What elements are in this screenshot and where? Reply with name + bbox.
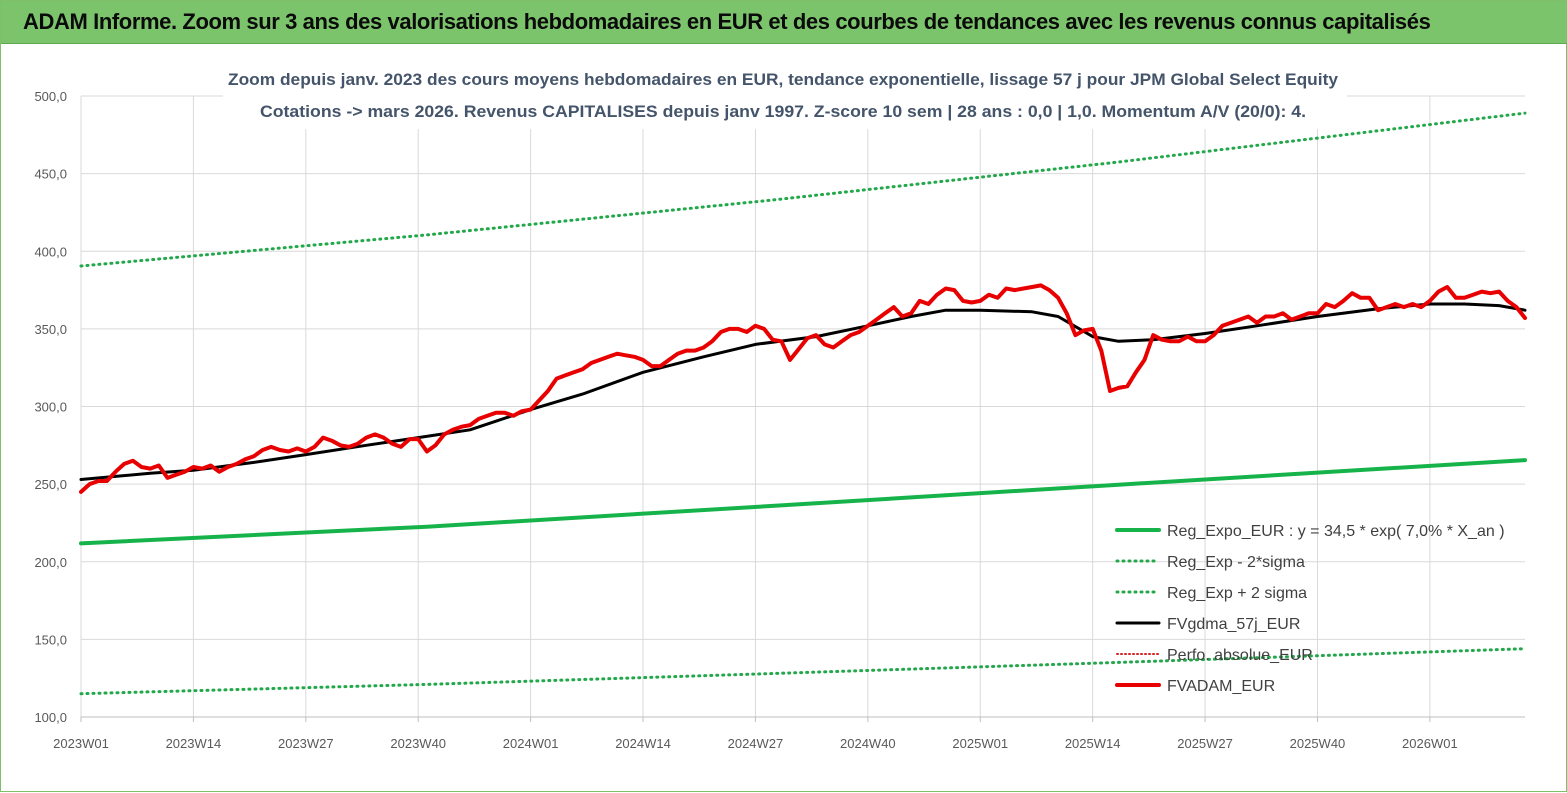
x-tick-label: 2025W27 xyxy=(1177,736,1233,751)
y-tick-label: 450,0 xyxy=(34,167,67,182)
chart-subtitle: Cotations -> mars 2026. Revenus CAPITALI… xyxy=(260,102,1306,121)
y-tick-label: 350,0 xyxy=(34,322,67,337)
y-tick-label: 250,0 xyxy=(34,477,67,492)
y-tick-label: 400,0 xyxy=(34,244,67,259)
x-tick-label: 2025W01 xyxy=(952,736,1008,751)
series-layer xyxy=(79,111,1527,696)
y-tick-label: 500,0 xyxy=(34,89,67,104)
x-tick-label: 2026W01 xyxy=(1402,736,1458,751)
x-tick-label: 2025W40 xyxy=(1290,736,1346,751)
report-banner: ADAM Informe. Zoom sur 3 ans des valoris… xyxy=(1,1,1567,44)
report-title: ADAM Informe. Zoom sur 3 ans des valoris… xyxy=(23,9,1431,34)
y-tick-label: 300,0 xyxy=(34,400,67,415)
x-tick-label: 2025W14 xyxy=(1065,736,1121,751)
y-tick-label: 100,0 xyxy=(34,710,67,725)
x-tick-label: 2024W27 xyxy=(728,736,784,751)
x-tick-label: 2024W14 xyxy=(615,736,671,751)
legend-label: Reg_Exp - 2*sigma xyxy=(1167,554,1305,571)
x-tick-label: 2023W01 xyxy=(53,736,109,751)
series-line-0 xyxy=(79,458,1527,546)
legend: Reg_Expo_EUR : y = 34,5 * exp( 7,0% * X_… xyxy=(1115,523,1505,695)
axis-layer: 100,0 150,0 200,0 250,0 300,0 350,0 400,0 450,0… xyxy=(34,89,1525,751)
y-tick-label: 200,0 xyxy=(34,555,67,570)
subtitle-backdrop xyxy=(223,65,1347,129)
legend-label: Reg_Exp + 2 sigma xyxy=(1167,585,1307,602)
grid-layer xyxy=(80,95,1525,718)
y-tick-label: 150,0 xyxy=(34,632,67,647)
legend-label: FVADAM_EUR xyxy=(1167,678,1275,695)
series-line-1 xyxy=(79,647,1527,696)
legend-label: Reg_Expo_EUR : y = 34,5 * exp( 7,0% * X_… xyxy=(1167,523,1505,540)
series-line-5 xyxy=(79,283,1527,494)
series-line-2 xyxy=(79,111,1527,268)
x-tick-label: 2023W14 xyxy=(166,736,222,751)
chart-title: Zoom depuis janv. 2023 des cours moyens … xyxy=(228,70,1339,89)
x-tick-label: 2024W01 xyxy=(503,736,559,751)
series-line-3 xyxy=(79,302,1527,481)
legend-label: Perfo. absolue_EUR xyxy=(1167,647,1313,664)
x-tick-label: 2023W40 xyxy=(390,736,446,751)
legend-label: FVgdma_57j_EUR xyxy=(1167,616,1300,633)
x-tick-label: 2023W27 xyxy=(278,736,334,751)
x-tick-label: 2024W40 xyxy=(840,736,896,751)
